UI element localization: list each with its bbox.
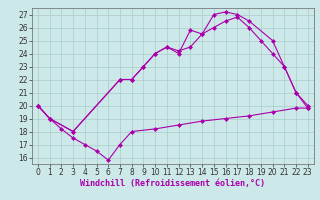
X-axis label: Windchill (Refroidissement éolien,°C): Windchill (Refroidissement éolien,°C) <box>80 179 265 188</box>
